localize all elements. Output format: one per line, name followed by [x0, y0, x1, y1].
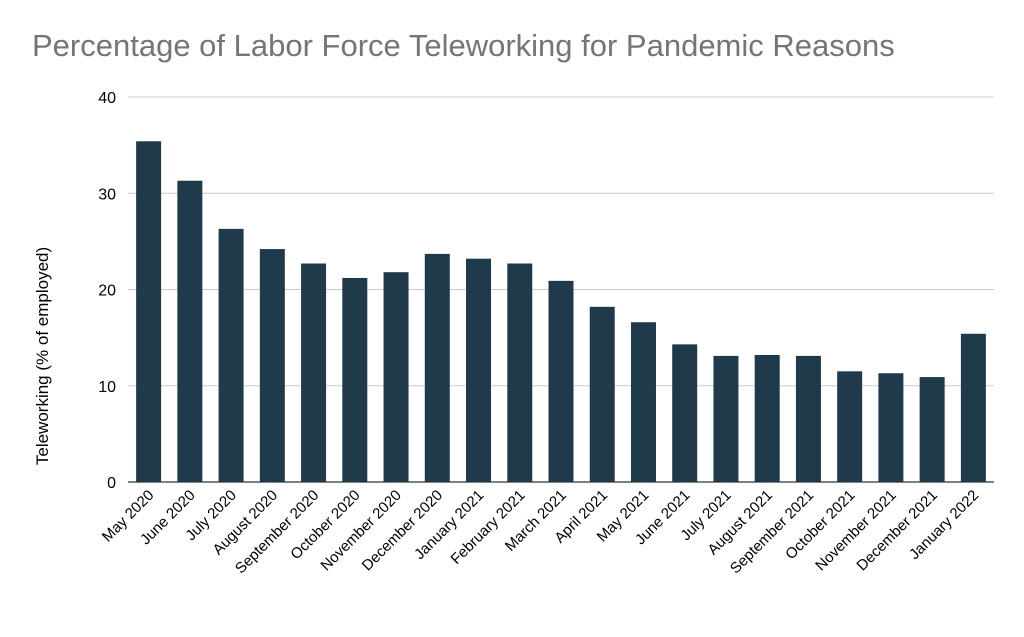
bar: [589, 306, 615, 482]
y-tick-label: 20: [98, 283, 116, 300]
bar: [837, 371, 863, 482]
bar: [713, 355, 739, 482]
bar: [795, 355, 821, 482]
bars: [136, 141, 986, 483]
chart-title: Percentage of Labor Force Teleworking fo…: [32, 28, 895, 63]
bar: [177, 180, 203, 483]
y-tick-label: 0: [107, 475, 116, 492]
y-axis-title: Teleworking (% of employed): [33, 247, 52, 465]
bar: [960, 333, 986, 482]
bar: [424, 253, 450, 482]
bar: [136, 141, 162, 482]
bar: [878, 373, 904, 482]
bar: [466, 258, 492, 482]
bar: [301, 263, 327, 482]
bar: [630, 322, 656, 482]
bar: [672, 344, 698, 482]
bar: [259, 249, 285, 482]
y-tick-labels: 0 10 20 30 40: [98, 90, 116, 492]
bar: [383, 272, 409, 482]
y-tick-label: 40: [98, 90, 116, 107]
y-tick-label: 10: [98, 379, 116, 396]
y-tick-label: 30: [98, 186, 116, 203]
bar: [342, 277, 368, 482]
bar: [218, 228, 244, 482]
bar: [754, 354, 780, 482]
bar: [548, 280, 574, 482]
bar: [507, 263, 533, 482]
bar: [919, 377, 945, 482]
